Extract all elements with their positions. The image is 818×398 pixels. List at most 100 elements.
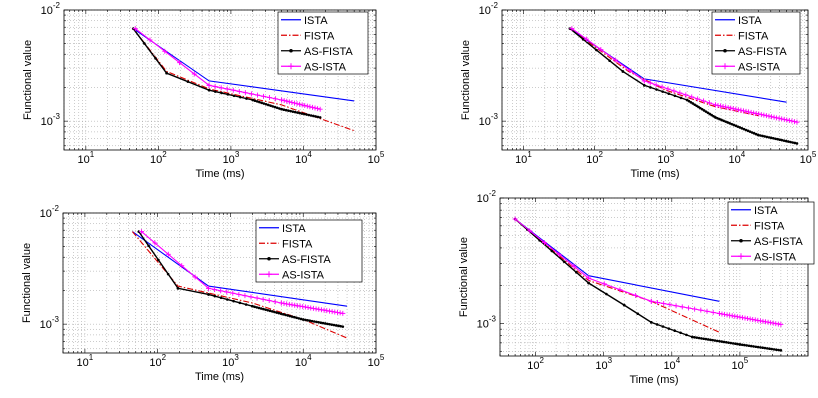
data-point — [712, 114, 715, 118]
data-point — [255, 306, 259, 309]
data-point — [726, 121, 729, 124]
y-axis-label: Functional value — [460, 40, 472, 120]
data-point — [270, 310, 274, 313]
data-point — [242, 293, 248, 299]
data-point — [754, 132, 758, 136]
data-point — [605, 292, 608, 296]
x-tick-label: 102 — [527, 356, 544, 372]
legend-label: FISTA — [304, 30, 335, 42]
data-point — [750, 131, 754, 134]
data-point — [710, 113, 713, 117]
data-point — [767, 136, 771, 139]
series-markers-as-fista — [137, 230, 345, 328]
data-point — [667, 302, 673, 308]
data-point — [679, 304, 685, 310]
data-point — [720, 104, 726, 110]
data-point — [753, 111, 759, 117]
data-point — [273, 96, 279, 102]
data-point — [711, 338, 715, 342]
data-point — [295, 316, 298, 320]
data-point — [294, 303, 300, 309]
data-point — [738, 343, 742, 346]
data-point — [326, 308, 332, 314]
data-point — [781, 116, 787, 122]
data-point — [761, 112, 767, 118]
data-point — [774, 115, 780, 121]
data-point — [286, 314, 290, 317]
y-axis-label: Functional value — [21, 243, 33, 323]
data-point — [332, 323, 336, 327]
data-point — [718, 339, 721, 343]
data-point — [297, 303, 303, 309]
data-point — [152, 240, 158, 246]
data-point — [179, 263, 185, 269]
data-point — [768, 320, 774, 326]
data-point — [748, 109, 754, 115]
x-tick-label: 105 — [800, 150, 817, 166]
data-point — [691, 335, 694, 339]
data-point — [293, 315, 296, 319]
data-point — [587, 281, 590, 285]
data-point — [734, 314, 740, 320]
data-point — [284, 301, 290, 307]
data-point — [725, 341, 728, 344]
data-point — [254, 295, 260, 301]
data-point — [747, 316, 753, 322]
legend-label: AS-FISTA — [738, 46, 787, 58]
data-point — [340, 310, 346, 316]
y-tick-label: 10-2 — [477, 189, 497, 205]
data-point — [720, 118, 723, 122]
data-point — [581, 38, 585, 41]
data-point — [697, 336, 701, 340]
data-point — [154, 57, 157, 60]
data-point — [759, 346, 762, 349]
data-point — [212, 287, 218, 293]
data-point — [772, 137, 775, 140]
legend-label: AS-ISTA — [304, 61, 347, 73]
x-tick-label: 105 — [732, 356, 749, 372]
data-point — [769, 136, 773, 140]
data-point — [307, 104, 313, 110]
data-point — [650, 321, 653, 324]
data-point — [284, 98, 290, 104]
data-point — [772, 348, 776, 351]
legend-label: FISTA — [738, 30, 769, 42]
data-point — [649, 86, 652, 89]
data-point — [747, 344, 751, 348]
data-point — [738, 126, 742, 129]
data-point — [165, 251, 171, 257]
data-point — [673, 94, 677, 98]
data-point — [315, 320, 318, 324]
series-line-fista — [569, 28, 759, 117]
data-point — [749, 344, 753, 348]
series-markers-as-ista — [512, 216, 784, 328]
data-point — [775, 321, 781, 327]
data-point — [207, 88, 211, 92]
data-point — [673, 329, 677, 333]
data-point — [621, 70, 625, 73]
x-tick-label: 103 — [657, 150, 674, 166]
data-point — [266, 103, 270, 107]
legend-label: FISTA — [754, 220, 785, 232]
data-point — [224, 86, 230, 92]
data-point — [271, 105, 275, 108]
legend-label: ISTA — [754, 205, 778, 217]
data-point — [282, 108, 286, 112]
data-point — [679, 96, 683, 100]
y-tick-label: 10-3 — [479, 112, 499, 128]
data-point — [292, 302, 298, 308]
data-point — [714, 116, 717, 119]
data-point — [307, 113, 311, 117]
data-point — [742, 315, 748, 321]
data-point — [794, 119, 800, 125]
data-point — [757, 318, 763, 324]
x-tick-label: 101 — [515, 150, 532, 166]
data-point — [248, 294, 254, 300]
legend: ISTA FISTA AS-FISTA AS-ISTA — [727, 201, 815, 265]
data-point — [704, 110, 708, 113]
data-point — [236, 88, 242, 94]
data-point — [162, 48, 168, 54]
data-point — [281, 98, 287, 104]
data-point — [289, 302, 295, 308]
data-point — [771, 114, 777, 120]
